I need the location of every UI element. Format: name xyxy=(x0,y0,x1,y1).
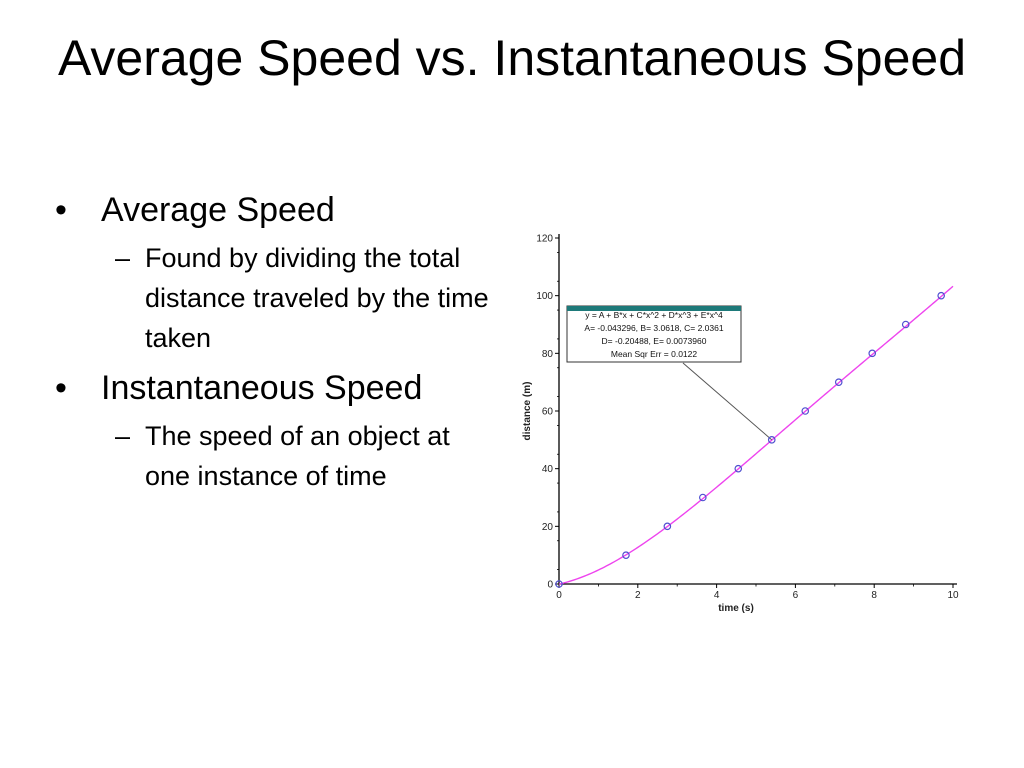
fit-box xyxy=(566,305,742,363)
data-point xyxy=(937,291,945,300)
bullet-average-speed: • Average Speed xyxy=(55,188,515,232)
y-tick-label: 60 xyxy=(542,407,554,418)
x-tick-label: 8 xyxy=(871,590,877,601)
bullet-instantaneous-speed: • Instantaneous Speed xyxy=(55,366,515,410)
fit-box-text: Mean Sqr Err = 0.0122 xyxy=(611,349,698,359)
sub-bullet-text: Found by dividing the total distance tra… xyxy=(145,243,489,353)
y-axis-label: distance (m) xyxy=(522,382,533,441)
fit-box-text: A= -0.043296, B= 3.0618, C= 2.0361 xyxy=(584,323,723,333)
x-tick-label: 6 xyxy=(793,590,799,601)
fit-box-header xyxy=(567,306,741,311)
bullet-list: • Average Speed – Found by dividing the … xyxy=(55,188,515,504)
y-tick-label: 120 xyxy=(536,234,553,245)
y-tick-label: 100 xyxy=(536,291,553,302)
slide-title: Average Speed vs. Instantaneous Speed xyxy=(57,30,967,86)
fit-curve xyxy=(558,285,954,585)
x-axis-label: time (s) xyxy=(718,603,754,614)
data-point xyxy=(868,349,877,358)
bullet-text: Average Speed xyxy=(101,191,335,229)
data-point xyxy=(699,493,707,502)
sub-bullet-average-speed: – Found by dividing the total distance t… xyxy=(55,238,515,358)
sub-bullet-text: The speed of an object at one instance o… xyxy=(145,421,450,491)
x-tick-label: 4 xyxy=(714,590,720,601)
fit-box-text: D= -0.20488, E= 0.0073960 xyxy=(602,336,707,346)
data-point xyxy=(622,551,630,559)
dash-marker: – xyxy=(115,243,131,273)
y-tick-label: 0 xyxy=(547,580,553,591)
dash-marker: – xyxy=(115,421,131,451)
bullet-dot: • xyxy=(55,191,67,229)
data-point xyxy=(801,407,810,415)
x-tick-label: 2 xyxy=(635,590,641,601)
y-tick-label: 40 xyxy=(542,464,554,475)
data-point xyxy=(555,580,563,588)
data-point xyxy=(663,522,672,531)
x-tick-label: 10 xyxy=(947,590,959,601)
data-point xyxy=(767,436,776,444)
y-tick-label: 80 xyxy=(542,349,554,360)
data-point xyxy=(734,464,743,473)
bullet-text: Instantaneous Speed xyxy=(101,369,423,407)
y-tick-label: 20 xyxy=(542,522,554,533)
fit-box-leader-line xyxy=(682,362,773,441)
x-tick-label: 0 xyxy=(556,590,562,601)
bullet-dot: • xyxy=(55,369,67,407)
sub-bullet-instantaneous-speed: – The speed of an object at one instance… xyxy=(55,416,515,496)
data-point xyxy=(901,320,910,329)
fit-box-text: y = A + B*x + C*x^2 + D*x^3 + E*x^4 xyxy=(585,310,723,320)
data-point xyxy=(834,378,843,386)
distance-time-chart: 0 20 40 60 80 100 120 0 2 4 6 8 10 time (s) distance (… xyxy=(522,234,959,615)
